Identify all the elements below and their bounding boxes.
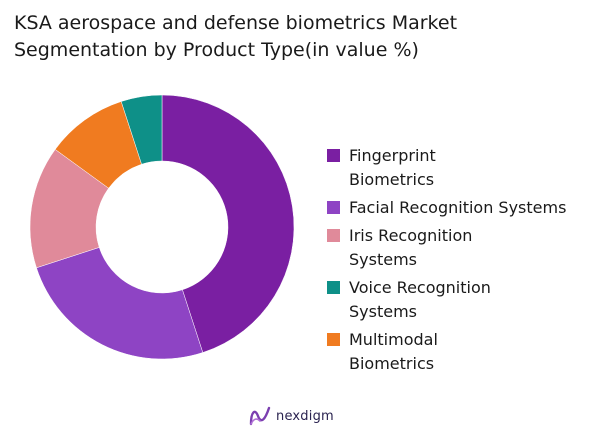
legend-label: Fingerprint Biometrics	[349, 146, 436, 189]
legend-item-facial: Facial Recognition Systems	[327, 196, 602, 220]
legend-item-iris: Iris Recognition Systems	[327, 224, 602, 272]
legend-swatch	[327, 149, 340, 162]
legend-swatch	[327, 281, 340, 294]
legend-label: Iris Recognition Systems	[349, 226, 473, 269]
slice-fingerprint-biometrics	[161, 94, 295, 353]
brand-logo: nexdigm	[249, 406, 334, 426]
legend-item-voice: Voice Recognition Systems	[327, 276, 602, 324]
brand-name: nexdigm	[276, 408, 334, 424]
legend-swatch	[327, 333, 340, 346]
chart-legend: Fingerprint Biometrics Facial Recognitio…	[327, 144, 602, 380]
slice-voice-recognition-systems	[120, 94, 163, 165]
legend-item-fingerprint: Fingerprint Biometrics	[327, 144, 602, 192]
legend-item-multimodal: Multimodal Biometrics	[327, 328, 602, 376]
legend-label: Multimodal Biometrics	[349, 330, 438, 373]
chart-title: KSA aerospace and defense biometrics Mar…	[14, 10, 594, 64]
legend-swatch	[327, 201, 340, 214]
nexdigm-logo-icon	[249, 406, 271, 426]
legend-label: Facial Recognition Systems	[349, 198, 567, 217]
legend-label: Voice Recognition Systems	[349, 278, 491, 321]
chart-title-line-1: KSA aerospace and defense biometrics Mar…	[14, 12, 458, 34]
chart-title-line-2: Segmentation by Product Type(in value %)	[14, 39, 419, 61]
legend-swatch	[327, 229, 340, 242]
slice-facial-recognition-systems	[36, 247, 204, 360]
